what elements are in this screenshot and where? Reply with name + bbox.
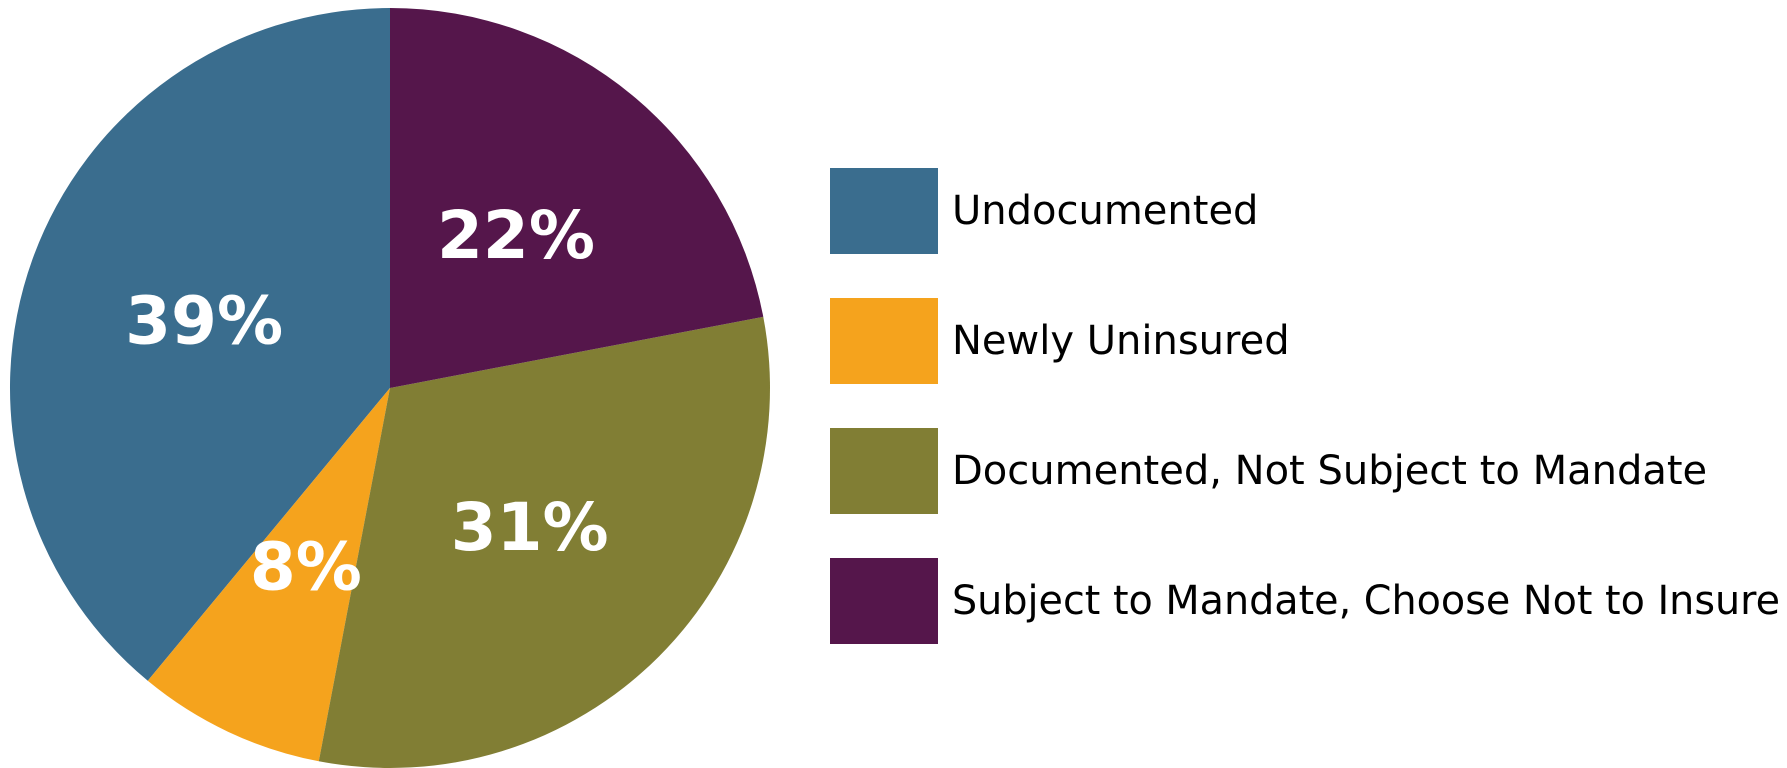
legend-label-undocumented: Undocumented [952,188,1258,234]
pie-slice-undocumented [9,8,390,681]
legend-label-subject-to-mandate-choose-not-to-insure: Subject to Mandate, Choose Not to Insure [952,578,1780,624]
pie-slices [9,8,770,768]
pie-slice-documented-not-subject-to-mandate [318,316,770,768]
slice-label-undocumented: 39% [125,283,283,360]
slice-label-subject-to-mandate-choose-not-to-insure: 22% [437,197,595,274]
pie-slice-labels: 39% 8% 31% 22% [125,197,609,605]
legend-swatch-subject-to-mandate-choose-not-to-insure [830,558,938,644]
legend: Undocumented Newly Uninsured Documented, N… [830,168,1780,644]
pie-slice-newly-uninsured [147,388,390,762]
legend-swatch-documented-not-subject-to-mandate [830,428,938,514]
legend-swatch-newly-uninsured [830,298,938,384]
legend-label-newly-uninsured: Newly Uninsured [952,318,1290,364]
legend-swatch-undocumented [830,168,938,254]
legend-label-documented-not-subject-to-mandate: Documented, Not Subject to Mandate [952,448,1707,494]
slice-label-documented-not-subject-to-mandate: 31% [451,489,609,566]
slice-label-newly-uninsured: 8% [250,528,362,605]
pie-slice-subject-to-mandate-choose-not-to-insure [390,8,764,388]
